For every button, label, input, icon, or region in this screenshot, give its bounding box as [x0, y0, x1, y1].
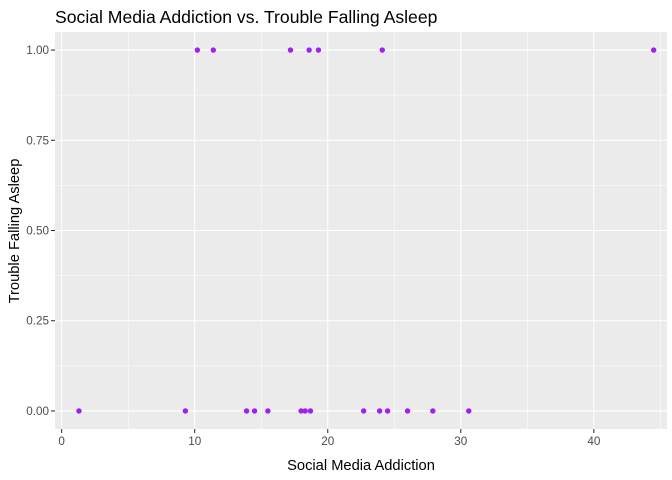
data-point	[430, 408, 436, 414]
data-point	[210, 47, 217, 53]
data-point	[265, 408, 271, 414]
x-tick-label: 10	[188, 435, 202, 448]
data-point	[404, 408, 411, 414]
y-axis: 0.00 0.25 0.50 0.75 1.00	[26, 44, 55, 418]
y-axis-title: Trouble Falling Asleep	[7, 159, 23, 304]
data-point	[376, 408, 383, 414]
data-point	[302, 408, 308, 414]
data-point	[251, 408, 258, 414]
data-point	[194, 47, 201, 53]
y-tick-label: 1.00	[26, 44, 49, 57]
data-point	[379, 47, 385, 53]
x-tick-label: 0	[58, 435, 65, 448]
data-point	[384, 408, 391, 414]
data-point	[650, 47, 657, 53]
x-tick-label: 30	[454, 435, 468, 448]
data-point	[287, 47, 294, 53]
data-point	[76, 408, 82, 414]
data-point	[182, 408, 189, 414]
data-points	[76, 47, 657, 414]
x-tick-label: 40	[587, 435, 601, 448]
data-point	[298, 408, 304, 414]
chart-title: Social Media Addiction vs. Trouble Falli…	[55, 7, 438, 27]
data-point	[360, 408, 367, 414]
x-axis-title: Social Media Addiction	[287, 458, 435, 474]
data-point	[306, 47, 312, 53]
y-tick-label: 0.00	[26, 405, 49, 418]
data-point	[315, 47, 322, 53]
data-point	[307, 408, 314, 414]
y-tick-label: 0.75	[26, 134, 49, 147]
x-axis: 0 10 20 30 40	[58, 429, 601, 448]
x-tick-label: 20	[321, 435, 335, 448]
y-tick-label: 0.25	[26, 315, 49, 328]
data-point	[243, 408, 250, 414]
data-point	[466, 408, 472, 414]
y-tick-label: 0.50	[26, 225, 49, 238]
